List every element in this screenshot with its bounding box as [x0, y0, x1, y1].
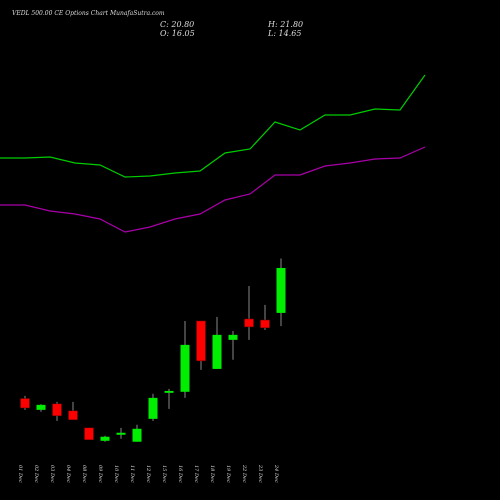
candle-body	[20, 398, 30, 409]
chart-title: VEDL 500.00 CE Options Chart MunafaSutra…	[12, 10, 165, 17]
candle-body	[228, 334, 238, 340]
annotation: O: 16.05	[160, 29, 195, 38]
candle-body	[36, 404, 46, 410]
candle-body	[116, 432, 126, 435]
candle-body	[180, 344, 190, 392]
x-tick-label: 22 Dec	[241, 464, 247, 483]
x-tick-label: 03 Dec	[49, 465, 55, 483]
candle-body	[68, 410, 78, 421]
x-tick-label: 19 Dec	[225, 465, 231, 483]
line-series	[0, 146, 426, 233]
x-tick-label: 11 Dec	[129, 465, 135, 483]
x-tick-label: 17 Dec	[193, 465, 199, 483]
candle-body	[196, 320, 206, 362]
candle-body	[276, 267, 286, 313]
x-tick-label: 02 Dec	[33, 465, 39, 483]
x-tick-label: 01 Dec	[17, 465, 23, 483]
annotation: C: 20.80	[160, 20, 194, 29]
candle-body	[164, 390, 174, 393]
candle-body	[84, 427, 94, 441]
x-tick-label: 23 Dec	[257, 464, 263, 483]
candle-body	[52, 403, 62, 417]
x-tick-label: 09 Dec	[97, 465, 103, 483]
candle-body	[244, 318, 254, 328]
candle-body	[212, 334, 222, 369]
x-tick-label: 08 Dec	[81, 465, 87, 483]
x-tick-label: 24 Dec	[273, 464, 279, 483]
line-series	[0, 74, 426, 178]
annotation: H: 21.80	[267, 20, 303, 29]
x-tick-label: 15 Dec	[161, 465, 167, 483]
candle-body	[132, 428, 142, 442]
x-tick-label: 04 Dec	[65, 465, 71, 483]
candle-body	[100, 436, 110, 441]
x-tick-label: 18 Dec	[209, 465, 215, 483]
x-tick-label: 16 Dec	[177, 465, 183, 483]
annotation: L: 14.65	[267, 29, 301, 38]
candle-body	[148, 397, 158, 419]
candle-body	[260, 319, 270, 329]
x-tick-label: 10 Dec	[113, 465, 119, 483]
x-tick-label: 12 Dec	[145, 465, 151, 483]
